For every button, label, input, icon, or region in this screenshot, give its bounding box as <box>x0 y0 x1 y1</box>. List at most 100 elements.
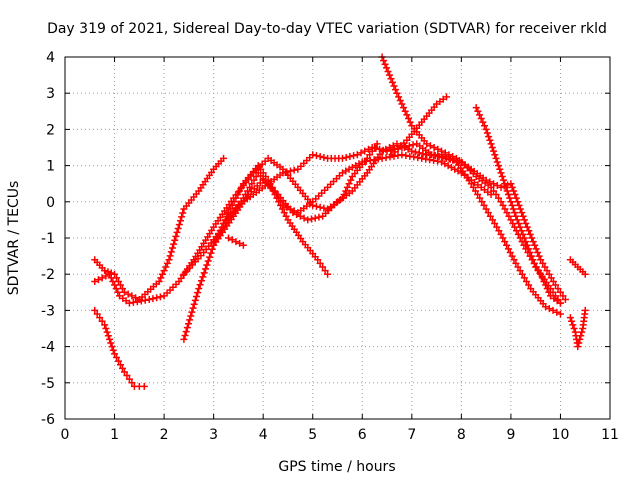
y-tick-label: -3 <box>41 303 55 319</box>
data-point <box>498 172 506 180</box>
data-point <box>178 213 186 221</box>
ticks <box>64 56 611 420</box>
data-point <box>282 212 290 220</box>
data-point <box>279 169 287 177</box>
data-point <box>554 285 562 293</box>
data-point <box>412 148 420 156</box>
data-point <box>206 253 214 261</box>
data-point <box>574 343 582 351</box>
data-point <box>191 296 199 304</box>
data-point <box>531 241 539 249</box>
data-point <box>527 252 535 260</box>
data-point <box>484 209 492 217</box>
data-point <box>493 182 501 190</box>
data-point <box>409 141 417 149</box>
data-point <box>123 372 131 380</box>
data-point <box>508 201 516 209</box>
data-point <box>514 263 522 271</box>
data-point <box>491 220 499 228</box>
data-point <box>304 216 312 224</box>
series-track-l <box>566 256 589 278</box>
data-point <box>156 293 164 301</box>
series-track-j <box>472 104 564 307</box>
data-point <box>228 236 236 244</box>
data-point <box>438 147 446 155</box>
data-point <box>106 270 114 278</box>
data-point <box>98 317 106 325</box>
data-point <box>324 270 332 278</box>
data-point <box>338 154 346 162</box>
x-tick-label: 6 <box>358 427 367 443</box>
data-point <box>406 118 414 126</box>
data-point <box>163 259 171 267</box>
data-point <box>430 144 438 151</box>
data-point <box>194 289 202 297</box>
data-point <box>503 241 511 249</box>
data-point <box>493 223 501 231</box>
data-point <box>93 310 101 318</box>
data-point <box>552 281 559 289</box>
data-point <box>541 263 549 271</box>
data-point <box>509 205 517 213</box>
data-point <box>391 86 399 94</box>
series-track-c <box>91 306 148 390</box>
data-point <box>553 308 561 316</box>
data-point <box>160 267 168 275</box>
data-point <box>104 332 112 340</box>
data-point <box>497 169 505 177</box>
data-point <box>499 176 507 184</box>
series-track-g <box>210 140 564 318</box>
data-point <box>153 294 161 302</box>
data-point <box>158 270 166 278</box>
data-point <box>319 263 327 271</box>
data-point <box>516 223 524 231</box>
data-point <box>480 122 488 130</box>
data-point <box>516 267 524 275</box>
data-point <box>507 180 515 188</box>
data-point <box>537 256 545 264</box>
data-point <box>381 60 389 68</box>
data-point <box>569 321 577 329</box>
data-point <box>474 191 482 199</box>
data-point <box>549 288 557 296</box>
data-point <box>545 305 553 313</box>
y-tick-label: -5 <box>41 376 55 392</box>
tick-labels: 0 1 2 3 4 5 6 7 8 9 10 11 -6 -5 -4 -3 -2 -1 0 1 2 3 4 <box>41 50 619 443</box>
data-point <box>378 147 386 155</box>
data-point <box>506 248 514 256</box>
data-point <box>526 248 534 256</box>
data-point <box>512 259 520 267</box>
data-point <box>501 205 509 213</box>
data-point <box>486 136 494 144</box>
data-point <box>539 259 547 267</box>
data-point <box>368 144 376 151</box>
data-point <box>101 321 109 329</box>
x-tick-label: 11 <box>601 427 619 443</box>
data-point <box>522 238 530 246</box>
data-point <box>382 145 390 153</box>
data-point <box>434 145 442 153</box>
data-point <box>566 314 574 322</box>
data-point <box>186 316 194 324</box>
data-point <box>140 382 148 390</box>
data-point <box>257 165 265 173</box>
series-track-m <box>566 306 589 351</box>
data-point <box>499 234 507 242</box>
data-point <box>236 187 244 195</box>
data-point <box>508 183 516 191</box>
data-point <box>372 144 380 152</box>
data-point <box>552 292 559 300</box>
data-point <box>393 140 401 148</box>
data-point <box>520 234 528 242</box>
y-tick-label: -1 <box>41 231 55 247</box>
x-tick-label: 9 <box>506 427 515 443</box>
y-tick-label: 4 <box>46 50 55 66</box>
data-point <box>238 183 246 191</box>
data-point <box>480 201 488 209</box>
data-point <box>389 142 397 150</box>
data-point <box>357 149 365 157</box>
data-point <box>106 335 114 343</box>
data-point <box>232 194 240 202</box>
data-point <box>520 274 528 282</box>
data-point <box>174 225 182 233</box>
